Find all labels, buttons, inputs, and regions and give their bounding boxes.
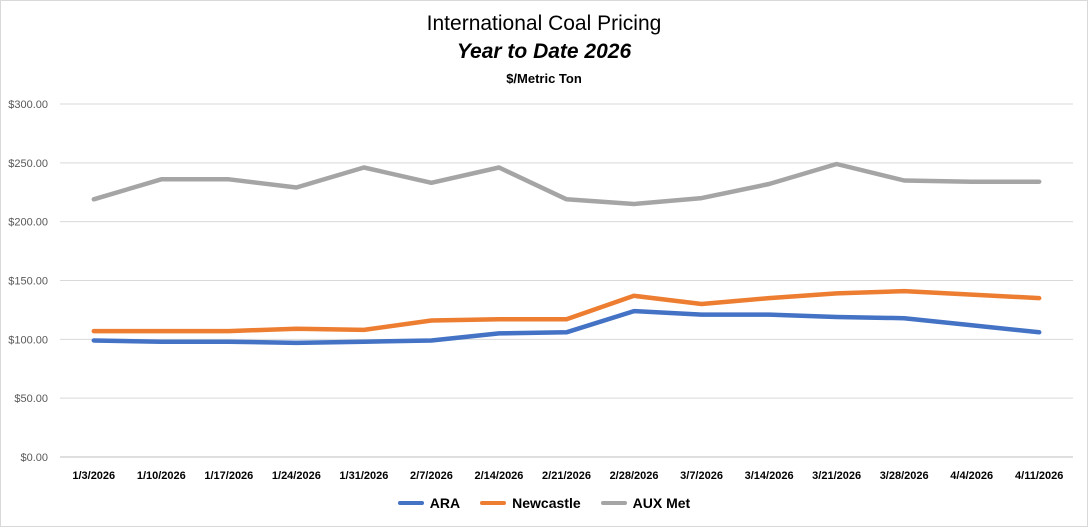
legend: ARA Newcastle AUX Met xyxy=(0,495,1088,511)
legend-label: Newcastle xyxy=(512,495,581,511)
y-tick-label: $250.00 xyxy=(8,158,48,170)
x-tick-label: 4/4/2026 xyxy=(950,470,993,482)
x-tick-label: 1/31/2026 xyxy=(339,470,388,482)
legend-item: ARA xyxy=(397,495,461,511)
series-line-ara xyxy=(91,308,1042,346)
y-tick-label: $0.00 xyxy=(20,452,48,464)
x-tick-label: 4/11/2026 xyxy=(1015,470,1063,482)
x-tick-label: 2/14/2026 xyxy=(474,470,523,482)
x-tick-label: 1/10/2026 xyxy=(137,470,186,482)
legend-label: AUX Met xyxy=(632,495,691,511)
legend-swatch xyxy=(397,501,424,505)
x-tick-label: 3/28/2026 xyxy=(880,470,929,482)
x-tick-label: 1/3/2026 xyxy=(72,470,115,482)
y-tick-label: $300.00 xyxy=(8,99,48,111)
chart-subtitle: Year to Date 2026 xyxy=(456,40,632,63)
legend-item: Newcastle xyxy=(480,495,581,511)
x-tick-label: 2/7/2026 xyxy=(410,470,453,482)
x-tick-label: 3/21/2026 xyxy=(812,470,861,482)
x-tick-label: 2/28/2026 xyxy=(610,470,659,482)
y-tick-label: $200.00 xyxy=(8,217,48,229)
y-tick-label: $50.00 xyxy=(14,393,48,405)
legend-swatch xyxy=(480,501,507,505)
x-tick-label: 3/14/2026 xyxy=(745,470,794,482)
legend-item: AUX Met xyxy=(600,495,691,511)
chart-title: International Coal Pricing xyxy=(426,12,662,35)
y-tick-label: $100.00 xyxy=(8,334,48,346)
x-tick-label: 2/21/2026 xyxy=(542,470,591,482)
x-tick-label: 3/7/2026 xyxy=(680,470,723,482)
series-line-newcastle xyxy=(91,288,1042,334)
legend-swatch xyxy=(600,501,627,505)
y-tick-label: $150.00 xyxy=(8,276,48,288)
chart-unit-label: $/Metric Ton xyxy=(506,71,582,86)
x-tick-label: 1/24/2026 xyxy=(272,470,321,482)
x-tick-label: 1/17/2026 xyxy=(204,470,253,482)
legend-label: ARA xyxy=(429,495,461,511)
series-line-aux-met xyxy=(91,161,1042,207)
